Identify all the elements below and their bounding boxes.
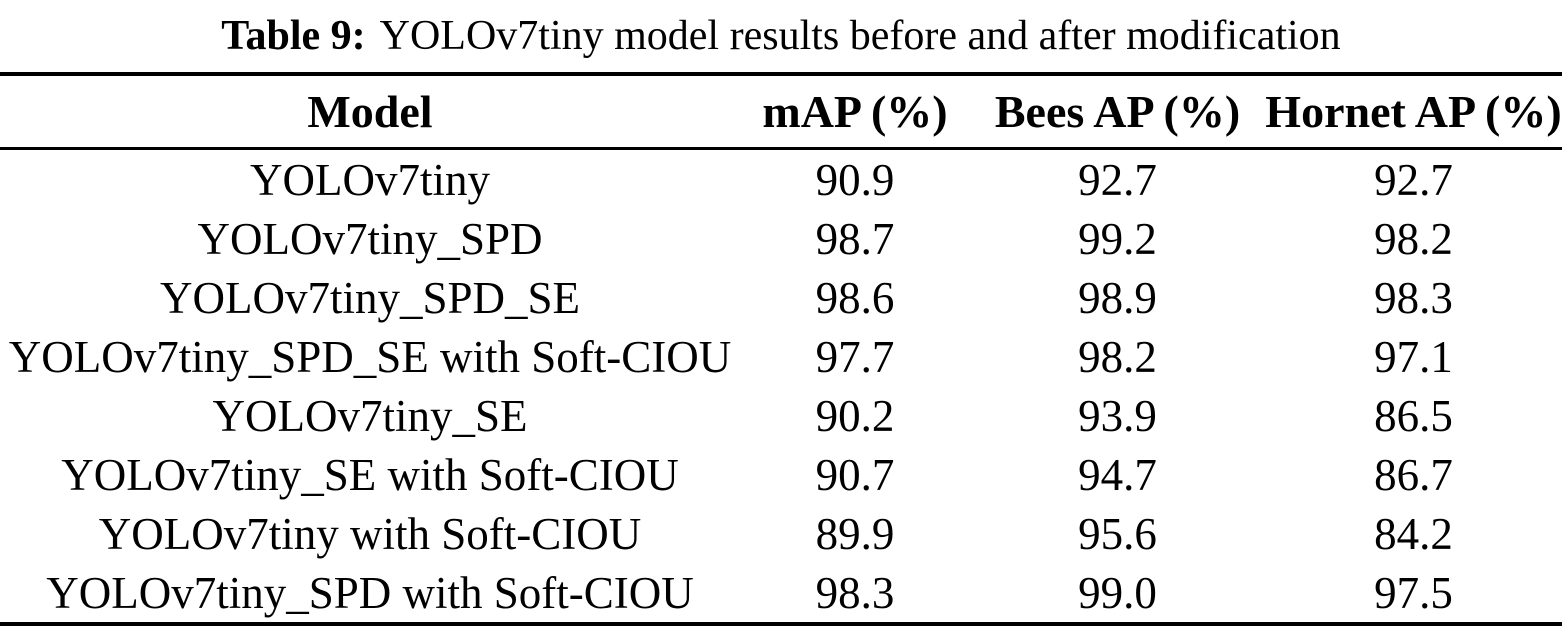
cell-hornet-ap: 97.5: [1374, 567, 1453, 618]
cell-hornet-ap: 98.2: [1374, 213, 1453, 264]
cell-hornet-ap: 92.7: [1374, 154, 1453, 205]
table-row: YOLOv7tiny_SPD with Soft-CIOU 98.3 99.0 …: [0, 563, 1562, 624]
cell-hornet-ap: 84.2: [1374, 508, 1453, 559]
cell-bees-ap: 99.2: [1078, 213, 1157, 264]
cell-model: YOLOv7tiny_SPD_SE with Soft-CIOU: [8, 331, 732, 382]
cell-map: 98.6: [815, 272, 895, 323]
cell-hornet-ap: 86.7: [1374, 449, 1453, 500]
cell-map: 98.7: [815, 213, 895, 264]
table-caption: Table 9: YOLOv7tiny model results before…: [0, 0, 1562, 72]
table-row: YOLOv7tiny_SE 90.2 93.9 86.5: [0, 386, 1562, 445]
cell-model: YOLOv7tiny_SPD: [197, 213, 543, 264]
cell-map: 98.3: [815, 567, 895, 618]
table-header-row: Model mAP (%) Bees AP (%) Hornet AP (%): [0, 74, 1562, 150]
cell-model: YOLOv7tiny with Soft-CIOU: [98, 508, 642, 559]
header-hornet-ap: Hornet AP (%): [1265, 74, 1562, 150]
header-model: Model: [0, 74, 740, 150]
cell-bees-ap: 92.7: [1078, 154, 1157, 205]
table-row: YOLOv7tiny 90.9 92.7 92.7: [0, 149, 1562, 210]
table-row: YOLOv7tiny_SPD_SE 98.6 98.9 98.3: [0, 268, 1562, 327]
table-row: YOLOv7tiny with Soft-CIOU 89.9 95.6 84.2: [0, 504, 1562, 563]
cell-hornet-ap: 86.5: [1374, 390, 1453, 441]
table-row: YOLOv7tiny_SE with Soft-CIOU 90.7 94.7 8…: [0, 445, 1562, 504]
cell-map: 97.7: [815, 331, 895, 382]
header-map: mAP (%): [740, 74, 970, 150]
cell-map: 90.9: [815, 154, 895, 205]
cell-bees-ap: 94.7: [1078, 449, 1157, 500]
results-table: Model mAP (%) Bees AP (%) Hornet AP (%) …: [0, 72, 1562, 626]
cell-model: YOLOv7tiny_SE with Soft-CIOU: [61, 449, 679, 500]
cell-model: YOLOv7tiny_SPD with Soft-CIOU: [46, 567, 694, 618]
header-bees-ap: Bees AP (%): [970, 74, 1265, 150]
cell-map: 89.9: [815, 508, 895, 559]
table-row: YOLOv7tiny_SPD 98.7 99.2 98.2: [0, 209, 1562, 268]
cell-map: 90.7: [815, 449, 895, 500]
cell-bees-ap: 98.9: [1078, 272, 1157, 323]
cell-bees-ap: 98.2: [1078, 331, 1157, 382]
cell-hornet-ap: 98.3: [1374, 272, 1453, 323]
cell-bees-ap: 93.9: [1078, 390, 1157, 441]
cell-model: YOLOv7tiny_SPD_SE: [159, 272, 581, 323]
cell-model: YOLOv7tiny: [250, 154, 490, 205]
cell-model: YOLOv7tiny_SE: [212, 390, 528, 441]
cell-map: 90.2: [815, 390, 895, 441]
cell-bees-ap: 99.0: [1078, 567, 1157, 618]
table-caption-label: Table 9:: [221, 13, 366, 59]
cell-bees-ap: 95.6: [1078, 508, 1157, 559]
cell-hornet-ap: 97.1: [1374, 331, 1453, 382]
table-caption-text: YOLOv7tiny model results before and afte…: [379, 13, 1341, 59]
table-row: YOLOv7tiny_SPD_SE with Soft-CIOU 97.7 98…: [0, 327, 1562, 386]
